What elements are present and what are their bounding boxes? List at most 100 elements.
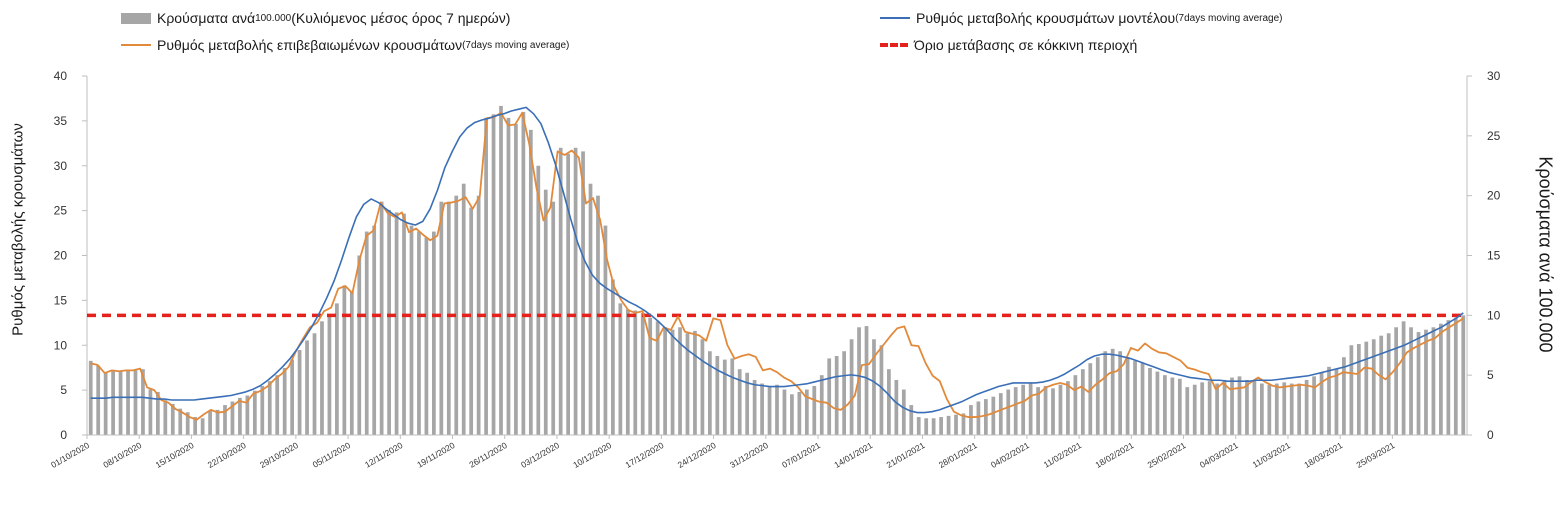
bar	[573, 147, 578, 436]
bar	[1334, 369, 1339, 435]
y-tick-label-left: 35	[54, 114, 68, 128]
x-tick-label: 11/03/2021	[1251, 440, 1293, 470]
y-axis-title-left: Ρυθμός μεταβολής κρουσμάτων	[9, 123, 27, 336]
legend-label-confirmed: Ρυθμός μεταβολής επιβεβαιωμένων κρουσμάτ…	[157, 37, 463, 53]
bar	[1394, 327, 1398, 435]
bar	[267, 381, 272, 435]
bar	[156, 391, 160, 435]
y-tick-label-left: 20	[54, 249, 68, 263]
bar	[984, 399, 988, 435]
y-tick-label-left: 15	[54, 293, 68, 307]
bar	[536, 165, 541, 435]
bar	[693, 330, 697, 435]
bar	[745, 372, 750, 435]
x-tick-label: 22/10/2020	[206, 440, 248, 470]
bar	[402, 213, 406, 435]
bar	[469, 207, 474, 435]
bar	[327, 315, 332, 435]
bar	[133, 370, 138, 435]
bar	[603, 225, 608, 435]
bar	[1080, 369, 1085, 435]
bar	[969, 405, 973, 435]
bar	[998, 393, 1003, 435]
bar	[1028, 383, 1033, 435]
bar	[730, 358, 735, 435]
bar	[364, 231, 369, 435]
bar	[1013, 387, 1018, 435]
bar	[1222, 379, 1227, 435]
bar	[424, 237, 429, 435]
bar	[872, 339, 876, 435]
legend-item-threshold: Όριο μετάβασης σε κόκκινη περιοχή	[880, 37, 1137, 53]
legend-item-confirmed: Ρυθμός μεταβολής επιβεβαιωμένων κρουσμάτ…	[121, 37, 569, 53]
x-tick-label: 28/01/2021	[937, 440, 979, 470]
x-tick-label: 25/02/2021	[1146, 440, 1188, 470]
bar	[737, 369, 742, 435]
bar	[909, 405, 914, 435]
bar	[685, 333, 690, 435]
bar	[111, 370, 115, 435]
bar	[1237, 376, 1242, 435]
bar	[618, 303, 623, 435]
axes: 0 5 10 15 20 25 30 35 40 0 5 10 15 20 25 30	[54, 69, 1501, 442]
bar	[1409, 327, 1413, 435]
bar	[663, 327, 667, 435]
bar	[879, 345, 884, 435]
x-tick-label: 17/12/2020	[624, 440, 666, 470]
bar	[1021, 384, 1026, 435]
bar	[670, 329, 675, 435]
bar	[1177, 378, 1182, 435]
bar	[752, 379, 757, 435]
bar	[1200, 382, 1205, 435]
bar	[349, 291, 354, 435]
bar	[409, 225, 414, 435]
bar	[1342, 357, 1346, 435]
legend-item-bars: Κρούσματα ανά 100.000 (Κυλιόμενος μέσος …	[121, 10, 510, 26]
x-tick-label: 31/12/2020	[728, 440, 770, 470]
bar	[1110, 348, 1115, 435]
bar	[1192, 384, 1197, 435]
legend-item-model: Ρυθμός μεταβολής κρουσμάτων μοντέλου (7d…	[880, 10, 1283, 26]
legend-label-bars: Κρούσματα ανά	[157, 10, 256, 26]
x-tick-label: 04/03/2021	[1198, 440, 1240, 470]
bar	[1267, 384, 1272, 435]
bar	[633, 310, 638, 435]
bar	[521, 111, 526, 436]
bar	[163, 400, 168, 435]
bar	[1170, 377, 1175, 435]
bar	[1289, 383, 1294, 435]
bar	[200, 418, 205, 435]
bar	[141, 369, 145, 435]
y-tick-label-right: 0	[1487, 428, 1494, 442]
bar	[1386, 333, 1391, 435]
bar	[1095, 357, 1100, 435]
bar	[760, 383, 764, 435]
x-tick-label: 18/02/2021	[1093, 440, 1135, 470]
bar	[1140, 363, 1145, 435]
bar	[849, 339, 854, 435]
bar	[439, 201, 444, 435]
legend-swatch-model	[880, 17, 910, 19]
bar	[722, 359, 727, 435]
bar	[1453, 317, 1458, 435]
x-tick-label: 08/10/2020	[101, 440, 143, 470]
bar	[819, 375, 824, 435]
bar	[812, 385, 817, 435]
x-tick-label: 10/12/2020	[571, 440, 613, 470]
bar	[827, 358, 832, 435]
bar	[1282, 382, 1287, 435]
legend-label-model: Ρυθμός μεταβολής κρουσμάτων μοντέλου	[916, 10, 1176, 26]
bar	[491, 114, 496, 435]
y-tick-label-left: 10	[54, 338, 68, 352]
bar	[1349, 345, 1354, 435]
bar	[1148, 367, 1152, 435]
bar	[924, 418, 929, 435]
bar	[1036, 387, 1040, 435]
bar	[335, 303, 339, 435]
bar	[782, 389, 787, 435]
bar	[185, 412, 190, 435]
bar	[1446, 320, 1451, 435]
x-tick-label: 19/11/2020	[415, 440, 457, 470]
bar	[96, 365, 101, 435]
